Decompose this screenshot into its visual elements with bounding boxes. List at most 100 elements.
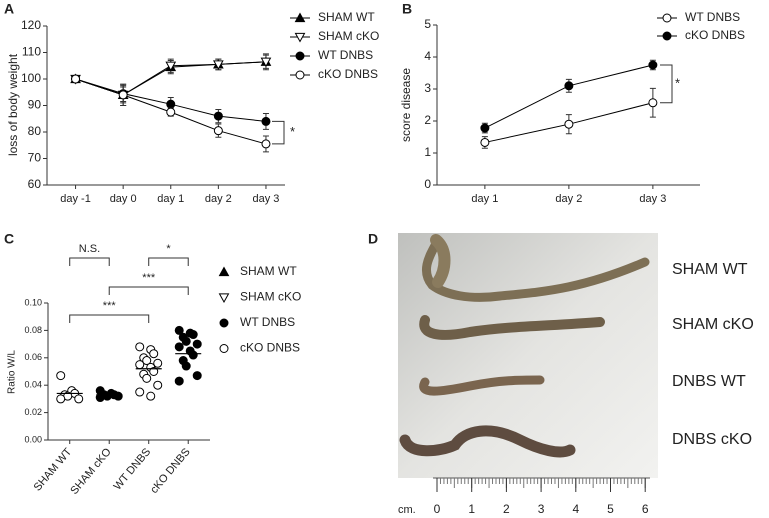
data-point bbox=[149, 349, 159, 359]
y-tick-label: 3 bbox=[424, 81, 431, 95]
y-tick-label: 120 bbox=[21, 18, 41, 32]
data-point bbox=[166, 107, 176, 117]
data-point bbox=[181, 361, 191, 371]
data-point bbox=[74, 394, 84, 404]
data-point bbox=[188, 330, 198, 340]
data-point bbox=[213, 126, 223, 136]
data-point bbox=[192, 371, 202, 381]
data-point bbox=[188, 350, 198, 360]
data-point bbox=[113, 391, 123, 401]
legend-marker bbox=[219, 344, 229, 353]
legend-marker bbox=[294, 12, 306, 23]
y-tick-label: 0.08 bbox=[24, 325, 42, 335]
data-point bbox=[480, 137, 490, 147]
x-tick-label: day 2 bbox=[555, 193, 582, 205]
legend-marker bbox=[218, 266, 230, 277]
legend-marker bbox=[295, 51, 305, 61]
legend-marker bbox=[219, 318, 229, 328]
significance-bracket bbox=[108, 286, 189, 295]
data-point bbox=[260, 57, 272, 68]
ruler-label: 2 bbox=[503, 502, 510, 516]
data-point bbox=[213, 60, 224, 70]
data-point bbox=[213, 111, 223, 121]
x-tick-label: day 3 bbox=[252, 193, 279, 205]
legend-label: SHAM WT bbox=[318, 10, 375, 24]
data-point bbox=[153, 358, 163, 368]
legend-label: SHAM WT bbox=[240, 264, 297, 278]
data-point bbox=[135, 360, 145, 370]
y-tick-label: 4 bbox=[424, 49, 431, 63]
data-point bbox=[118, 90, 128, 100]
data-point bbox=[166, 99, 176, 109]
data-point bbox=[95, 393, 105, 403]
panel-letter: B bbox=[402, 1, 412, 17]
x-tick-label: SHAM WT bbox=[32, 446, 75, 494]
data-point bbox=[149, 367, 159, 376]
y-tick-label: 0.00 bbox=[24, 434, 42, 444]
data-point bbox=[174, 342, 184, 352]
annotation: *** bbox=[142, 272, 156, 284]
panel-letter: D bbox=[368, 231, 378, 247]
x-tick-label: day 2 bbox=[205, 193, 232, 205]
data-point bbox=[648, 98, 658, 108]
x-tick-label: day 3 bbox=[639, 193, 666, 205]
legend-label: cKO DNBS bbox=[685, 28, 745, 42]
annotation: N.S. bbox=[79, 243, 100, 255]
row-label: DNBS WT bbox=[672, 373, 746, 390]
legend-label: cKO DNBS bbox=[240, 341, 300, 355]
annotation: *** bbox=[103, 300, 117, 312]
y-tick-label: 0.02 bbox=[24, 407, 42, 417]
y-axis-label: Ratio W/L bbox=[7, 350, 18, 394]
ruler-label: 4 bbox=[572, 502, 579, 516]
data-point bbox=[648, 60, 658, 70]
x-tick-label: day -1 bbox=[60, 193, 91, 205]
ruler-label: 6 bbox=[642, 502, 649, 516]
ruler-unit: cm. bbox=[398, 504, 416, 516]
row-label: SHAM WT bbox=[672, 261, 748, 278]
data-point bbox=[192, 339, 202, 349]
panel-d: D cm. bbox=[368, 231, 658, 516]
data-point bbox=[261, 139, 271, 149]
ruler-label: 5 bbox=[607, 502, 614, 516]
y-tick-label: 0.06 bbox=[24, 352, 42, 362]
legend-marker bbox=[662, 31, 672, 41]
panel-letter: A bbox=[4, 1, 14, 17]
data-point bbox=[165, 61, 177, 72]
legend-marker bbox=[295, 70, 305, 80]
y-tick-label: 5 bbox=[424, 17, 431, 31]
legend-label: SHAM cKO bbox=[240, 290, 301, 304]
x-tick-label: day 0 bbox=[110, 193, 137, 205]
data-point bbox=[174, 325, 184, 335]
x-tick-label: SHAM cKO bbox=[68, 446, 114, 497]
y-tick-label: 90 bbox=[28, 98, 42, 112]
y-tick-label: 70 bbox=[28, 151, 42, 165]
data-point bbox=[56, 394, 66, 404]
panel-letter: C bbox=[4, 231, 14, 247]
legend-label: WT DNBS bbox=[240, 315, 295, 329]
data-point bbox=[71, 74, 81, 84]
legend-marker bbox=[662, 13, 672, 23]
data-point bbox=[181, 336, 191, 346]
significance-bracket bbox=[272, 120, 285, 145]
y-tick-label: 100 bbox=[21, 71, 41, 85]
data-point bbox=[56, 371, 66, 381]
significance-bracket bbox=[69, 257, 110, 266]
significance-bracket bbox=[660, 64, 673, 104]
significance-bracket bbox=[148, 257, 189, 266]
y-tick-label: 60 bbox=[28, 177, 42, 191]
y-axis-label: loss of body weight bbox=[6, 53, 20, 156]
y-tick-label: 2 bbox=[424, 113, 431, 127]
data-point bbox=[142, 373, 152, 383]
data-point bbox=[142, 356, 152, 366]
x-tick-label: day 1 bbox=[157, 193, 184, 205]
data-point bbox=[261, 116, 271, 126]
annotation: * bbox=[290, 124, 295, 139]
legend-label: cKO DNBS bbox=[318, 67, 378, 81]
ruler-label: 3 bbox=[538, 502, 545, 516]
data-point bbox=[153, 380, 163, 390]
y-tick-label: 0.04 bbox=[24, 380, 42, 390]
data-point bbox=[480, 123, 490, 133]
y-axis-label: score disease bbox=[399, 68, 413, 142]
y-tick-label: 110 bbox=[22, 45, 41, 59]
